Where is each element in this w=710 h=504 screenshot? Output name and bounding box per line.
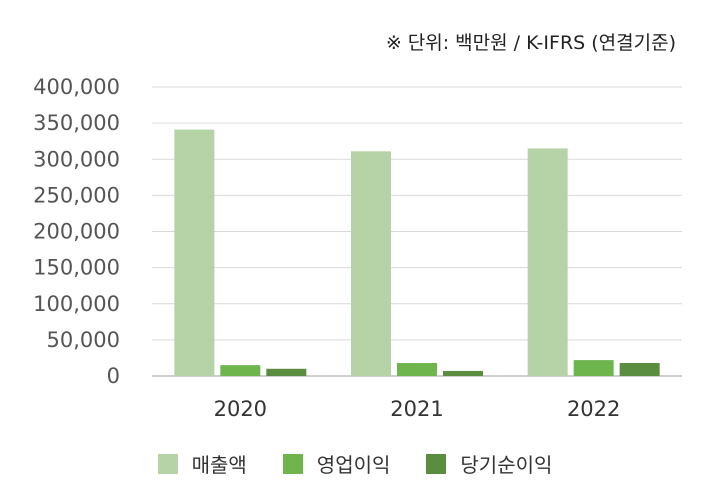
legend-swatch-operating-income: [282, 453, 303, 474]
y-tick-label: 250,000: [33, 183, 120, 207]
x-tick-label: 2022: [567, 397, 620, 421]
legend-label-net-income: 당기순이익: [460, 453, 553, 477]
bar-net-income: [619, 362, 660, 376]
bar-revenue: [174, 129, 215, 376]
legend-label-operating-income: 영업이익: [316, 453, 391, 477]
bar-net-income: [443, 370, 483, 376]
legend-label-revenue: 매출액: [191, 453, 247, 477]
bar-revenue: [527, 148, 568, 376]
x-tick-label: 2020: [214, 397, 267, 421]
legend-swatch-net-income: [426, 453, 447, 474]
y-tick-label: 200,000: [33, 220, 120, 244]
legend-item-operating-income: 영업이익: [282, 449, 391, 478]
y-tick-label: 300,000: [33, 147, 120, 171]
y-tick-label: 350,000: [33, 111, 120, 135]
y-tick-label: 0: [107, 364, 120, 388]
y-tick-label: 50,000: [47, 328, 120, 352]
bar-net-income: [266, 368, 307, 376]
unit-note: ※ 단위: 백만원 / K-IFRS (연결기준): [385, 32, 676, 54]
legend-swatch-revenue: [157, 453, 178, 474]
legend-item-revenue: 매출액: [157, 449, 247, 478]
y-tick-label: 400,000: [33, 75, 120, 99]
bar-operating-income: [220, 365, 261, 376]
legend-item-net-income: 당기순이익: [426, 449, 552, 478]
bar-operating-income: [573, 360, 614, 376]
x-tick-label: 2021: [390, 397, 443, 421]
y-tick-label: 100,000: [33, 292, 120, 316]
legend: 매출액 영업이익 당기순이익: [0, 449, 710, 478]
y-tick-label: 150,000: [33, 256, 120, 280]
bar-operating-income: [397, 362, 437, 376]
bar-revenue: [351, 151, 391, 376]
